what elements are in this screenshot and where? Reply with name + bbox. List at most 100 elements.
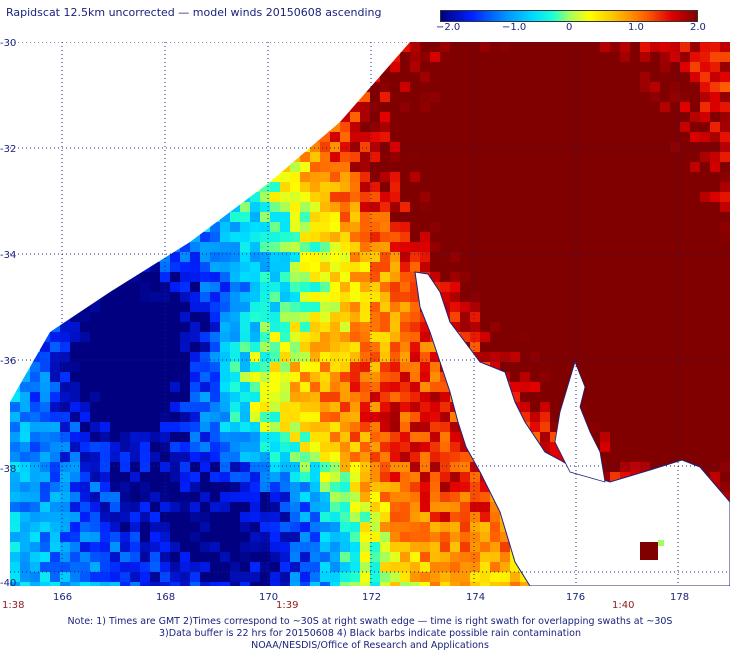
wind-diff-cell [60,422,70,432]
lat-label-30: -30 [0,38,17,49]
wind-diff-cell [660,232,670,242]
wind-diff-cell [600,202,610,212]
wind-diff-cell [260,112,270,122]
wind-diff-cell [430,232,440,242]
wind-diff-cell [210,132,220,142]
wind-diff-cell [230,72,240,82]
wind-diff-cell [300,102,310,112]
wind-diff-cell [190,552,200,562]
wind-diff-cell [610,472,620,482]
wind-diff-cell [160,252,170,262]
wind-diff-cell [170,212,180,222]
wind-diff-cell [230,112,240,122]
wind-diff-cell [410,112,420,122]
wind-diff-cell [140,282,150,292]
wind-diff-cell [420,162,430,172]
wind-diff-cell [250,62,260,72]
wind-diff-cell [150,522,160,532]
wind-diff-cell [90,182,100,192]
wind-diff-cell [460,532,470,542]
wind-diff-cell [500,52,510,62]
wind-diff-cell [580,112,590,122]
wind-diff-cell [40,472,50,482]
wind-diff-cell [40,222,50,232]
wind-diff-cell [120,292,130,302]
wind-diff-cell [700,152,710,162]
wind-diff-cell [220,502,230,512]
wind-diff-cell [650,132,660,142]
wind-diff-cell [410,532,420,542]
wind-diff-cell [150,442,160,452]
wind-diff-cell [270,242,280,252]
wind-diff-cell [650,222,660,232]
wind-diff-cell [690,362,700,372]
wind-diff-cell [40,262,50,272]
wind-diff-cell [590,222,600,232]
wind-diff-cell [370,512,380,522]
wind-diff-cell [70,72,80,82]
wind-diff-cell [40,512,50,522]
wind-diff-cell [410,442,420,452]
wind-diff-cell [70,242,80,252]
wind-diff-cell [280,302,290,312]
wind-diff-cell [670,222,680,232]
wind-diff-cell [340,412,350,422]
wind-diff-cell [500,62,510,72]
wind-diff-cell [40,502,50,512]
wind-diff-cell [620,242,630,252]
wind-diff-cell [220,212,230,222]
wind-diff-cell [80,82,90,92]
wind-diff-cell [270,112,280,122]
wind-diff-cell [20,172,30,182]
wind-diff-cell [160,52,170,62]
wind-diff-cell [670,412,680,422]
wind-diff-cell [530,112,540,122]
wind-diff-cell [490,272,500,282]
wind-diff-cell [210,102,220,112]
wind-diff-cell [70,572,80,582]
wind-diff-cell [590,192,600,202]
wind-diff-cell [690,322,700,332]
wind-diff-cell [510,52,520,62]
wind-diff-cell [220,332,230,342]
lat-label-36: -36 [0,356,17,367]
wind-diff-cell [110,482,120,492]
wind-diff-cell [200,272,210,282]
wind-diff-cell [320,352,330,362]
wind-diff-cell [40,582,50,586]
wind-diff-cell [620,192,630,202]
wind-diff-cell [370,262,380,272]
wind-diff-cell [240,322,250,332]
wind-diff-cell [300,252,310,262]
wind-diff-cell [480,182,490,192]
wind-diff-cell [510,232,520,242]
wind-diff-cell [190,262,200,272]
wind-diff-cell [280,252,290,262]
wind-diff-cell [450,202,460,212]
wind-diff-cell [330,492,340,502]
wind-diff-cell [240,222,250,232]
wind-diff-cell [210,222,220,232]
wind-diff-cell [60,572,70,582]
wind-diff-cell [270,362,280,372]
wind-diff-cell [430,582,440,586]
wind-diff-cell [120,372,130,382]
wind-diff-cell [430,142,440,152]
wind-diff-cell [500,262,510,272]
wind-diff-cell [40,42,50,52]
wind-diff-cell [230,572,240,582]
wind-diff-cell [350,42,360,52]
wind-diff-cell [30,532,40,542]
wind-diff-cell [200,502,210,512]
wind-diff-cell [180,222,190,232]
wind-diff-cell [690,232,700,242]
wind-diff-cell [100,572,110,582]
wind-diff-cell [100,352,110,362]
wind-diff-cell [490,582,500,586]
wind-diff-cell [230,92,240,102]
wind-diff-cell [190,242,200,252]
wind-diff-cell [230,512,240,522]
wind-diff-cell [420,252,430,262]
wind-diff-cell [590,432,600,442]
wind-diff-cell [640,422,650,432]
